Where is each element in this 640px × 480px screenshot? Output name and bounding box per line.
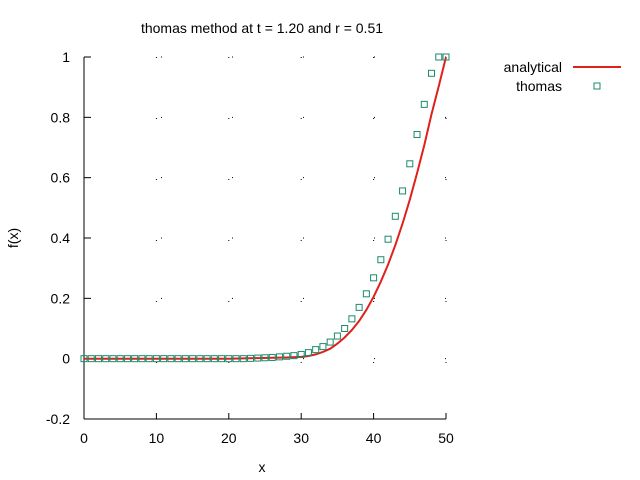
data-point-thomas	[102, 355, 110, 363]
data-point-thomas	[312, 346, 320, 354]
data-point-thomas	[326, 338, 334, 346]
data-point-thomas	[196, 355, 204, 363]
data-point-thomas	[319, 343, 327, 351]
data-point-thomas	[428, 69, 436, 77]
data-point-thomas	[87, 355, 95, 363]
data-point-thomas	[232, 355, 240, 363]
series-line-analytical	[84, 56, 447, 360]
x-tick-label: 20	[221, 430, 237, 446]
data-point-thomas	[123, 355, 131, 363]
data-point-thomas	[203, 355, 211, 363]
data-point-thomas	[131, 355, 139, 363]
data-point-thomas	[116, 355, 124, 363]
x-tick-label: 30	[293, 430, 309, 446]
data-point-thomas	[239, 355, 247, 363]
data-point-thomas	[174, 355, 182, 363]
data-point-thomas	[138, 355, 146, 363]
data-point-thomas	[283, 352, 291, 360]
data-point-thomas	[435, 53, 443, 61]
data-point-thomas	[399, 187, 407, 195]
data-point-thomas	[341, 325, 349, 332]
y-tick-label: 1	[62, 49, 70, 65]
tick-labels: 0 10 20 30 40 50 -0.2 0 0.2 0.4 0.6 0.8 1	[46, 49, 454, 446]
y-axis-label: f(x)	[5, 228, 21, 248]
data-point-thomas	[218, 355, 226, 363]
y-tick-label: 0	[62, 351, 70, 367]
grid	[83, 56, 447, 420]
data-point-thomas	[442, 53, 450, 61]
data-point-thomas	[181, 355, 189, 363]
data-point-thomas	[355, 303, 363, 311]
x-axis-label: x	[259, 459, 266, 475]
data-point-thomas	[152, 355, 160, 363]
x-tick-label: 40	[366, 430, 382, 446]
data-point-thomas	[290, 352, 298, 360]
y-tick-label: 0.2	[51, 290, 71, 306]
data-point-thomas	[420, 100, 428, 108]
data-point-thomas	[297, 350, 305, 358]
data-point-thomas	[109, 355, 117, 363]
y-tick-label: 0.6	[51, 170, 71, 186]
data-point-thomas	[80, 355, 88, 363]
chart-title: thomas method at t = 1.20 and r = 0.51	[141, 20, 383, 36]
data-point-thomas	[261, 354, 269, 362]
x-tick-label: 50	[438, 430, 454, 446]
data-point-thomas	[348, 315, 356, 323]
data-point-thomas	[189, 355, 197, 363]
data-point-thomas	[167, 355, 175, 363]
series-layer	[80, 53, 450, 363]
data-point-thomas	[333, 332, 341, 340]
data-point-thomas	[362, 290, 370, 298]
legend: analytical thomas	[504, 59, 621, 94]
data-point-thomas	[94, 355, 102, 363]
data-point-thomas	[370, 274, 378, 282]
data-point-thomas	[254, 354, 262, 362]
data-point-thomas	[268, 353, 276, 361]
y-tick-label: -0.2	[46, 411, 70, 427]
legend-swatch-thomas	[593, 82, 601, 90]
data-point-thomas	[406, 160, 414, 168]
data-point-thomas	[225, 355, 233, 363]
data-point-thomas	[391, 212, 399, 220]
data-point-thomas	[304, 349, 312, 357]
data-point-thomas	[275, 353, 283, 361]
data-point-thomas	[247, 354, 255, 362]
data-point-thomas	[377, 256, 385, 264]
x-tick-label: 0	[80, 430, 88, 446]
legend-label-thomas: thomas	[516, 78, 562, 94]
axes	[83, 56, 447, 420]
legend-label-analytical: analytical	[504, 59, 562, 75]
data-point-thomas	[210, 355, 218, 363]
data-point-thomas	[160, 355, 168, 363]
y-tick-label: 0.4	[51, 230, 71, 246]
x-tick-label: 10	[149, 430, 165, 446]
data-point-thomas	[145, 355, 153, 363]
data-point-thomas	[384, 235, 392, 243]
y-tick-label: 0.8	[51, 109, 71, 125]
data-point-thomas	[413, 131, 421, 139]
